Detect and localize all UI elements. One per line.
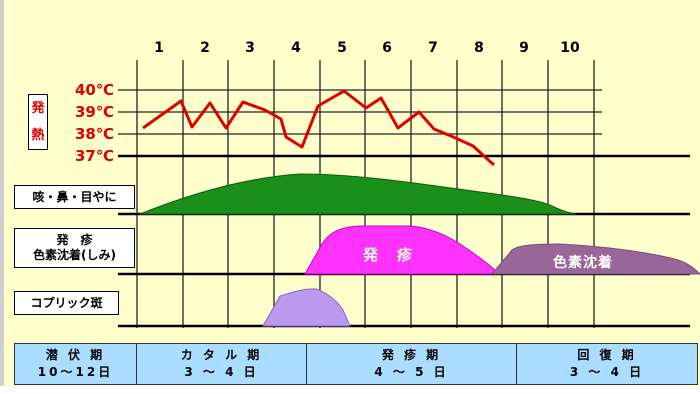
day-label-1: 1 (154, 40, 164, 56)
temp-label-40: 40℃ (74, 81, 114, 99)
rash-row-label: 発 疹 色素沈着(しみ) (14, 228, 135, 268)
day-label-10: 10 (560, 40, 580, 56)
rash-shape-label: 発 疹 (363, 246, 415, 264)
day-label-7: 7 (428, 40, 438, 56)
pigmentation-shape-label: 色素沈着 (553, 255, 613, 271)
day-label-8: 8 (474, 40, 484, 56)
day-label-6: 6 (382, 40, 392, 56)
day-label-5: 5 (337, 40, 347, 56)
fever-label-char-1: 発 (31, 100, 45, 116)
left-frame-edge (0, 0, 4, 394)
cough-symptom-shape (139, 173, 577, 215)
koplik-row-text: コプリック斑 (30, 295, 103, 310)
rash-row-text-2: 色素沈着(しみ) (33, 248, 116, 262)
phase-eruption-duration: 4 ～ 5 日 (374, 365, 449, 379)
phase-catarrhal-duration: 3 ～ 4 日 (184, 365, 259, 379)
temperature-grid (118, 89, 602, 135)
day-label-9: 9 (519, 40, 529, 56)
koplik-spots-shape (262, 288, 351, 327)
bottom-frame-edge (0, 386, 700, 394)
koplik-row-label: コプリック斑 (14, 291, 119, 315)
rash-row-text-1: 発 疹 (56, 233, 93, 247)
day-label-4: 4 (291, 40, 301, 56)
phase-eruption: 発 疹 期 4 ～ 5 日 (307, 344, 517, 384)
rash-shape (304, 225, 502, 275)
temp-label-37: 37℃ (74, 147, 114, 165)
fever-label: 発 熱 (28, 94, 48, 150)
phase-incubation-duration: 10～12日 (37, 365, 114, 379)
phase-eruption-name: 発 疹 期 (381, 348, 442, 362)
phase-recovery-name: 回 復 期 (577, 348, 637, 362)
phase-table: 潜 伏 期 10～12日 カ タ ル 期 3 ～ 4 日 発 疹 期 4 ～ 5… (14, 343, 698, 385)
phase-recovery-duration: 3 ～ 4 日 (569, 365, 645, 379)
cough-row-text: 咳・鼻・目やに (32, 189, 117, 204)
phase-incubation-name: 潜 伏 期 (45, 348, 106, 362)
cough-row-label: 咳・鼻・目やに (14, 185, 135, 209)
fever-curve (142, 89, 496, 167)
day-label-3: 3 (245, 40, 255, 56)
phase-catarrhal: カ タ ル 期 3 ～ 4 日 (137, 344, 307, 384)
fever-label-char-2: 熱 (31, 127, 45, 143)
temp-label-39: 39℃ (74, 103, 114, 121)
phase-incubation: 潜 伏 期 10～12日 (15, 344, 137, 384)
day-label-2: 2 (200, 40, 210, 56)
phase-catarrhal-name: カ タ ル 期 (180, 348, 263, 362)
temp-label-38: 38℃ (74, 125, 114, 143)
phase-recovery: 回 復 期 3 ～ 4 日 (517, 344, 697, 384)
pigmentation-shape (490, 243, 700, 275)
